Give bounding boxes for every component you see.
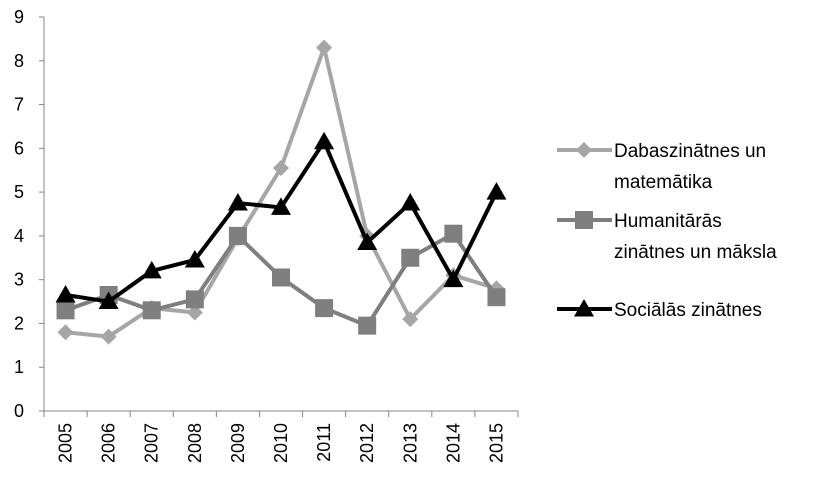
y-tick-label: 2 — [14, 313, 24, 333]
data-point-triangle — [184, 249, 205, 268]
legend-label: matemātika — [614, 172, 713, 193]
y-tick-label: 6 — [14, 138, 24, 158]
data-point-triangle — [55, 284, 76, 303]
data-point-triangle — [98, 291, 119, 310]
y-tick-label: 0 — [14, 401, 24, 421]
data-point-square — [142, 301, 161, 320]
data-point-triangle — [141, 260, 162, 279]
data-point-square — [401, 248, 420, 267]
data-point-triangle — [400, 193, 421, 211]
legend-entry: Sociālās zinātnes — [557, 299, 762, 321]
x-tick-label: 2011 — [314, 423, 334, 462]
data-point-triangle — [271, 197, 291, 215]
data-point-triangle — [314, 131, 335, 150]
x-tick-label: 2012 — [357, 423, 377, 463]
legend: Dabaszinātnes un matemātika Humanitārās zin… — [557, 141, 777, 321]
data-point-diamond — [186, 304, 203, 321]
y-axis: 0 1 2 3 4 5 6 7 8 9 — [14, 7, 45, 421]
data-point-diamond — [57, 324, 74, 341]
data-point-diamond — [402, 311, 419, 328]
y-tick-label: 1 — [14, 357, 24, 377]
x-tick-label: 2008 — [185, 423, 205, 463]
x-axis: 2005 2006 2007 2008 2009 2010 2011 2012 2013 2014… — [43, 410, 519, 463]
x-tick-label: 2013 — [400, 423, 420, 463]
data-point-diamond — [316, 39, 333, 56]
x-tick-label: 2014 — [443, 423, 463, 463]
legend-label: zinātnes un māksla — [614, 242, 777, 263]
data-point-triangle — [227, 193, 248, 211]
series-square — [56, 224, 506, 335]
legend-swatch-marker — [576, 142, 592, 158]
data-point-square — [358, 316, 377, 335]
y-tick-label: 7 — [14, 95, 24, 115]
legend-entry: Humanitārās zinātnes un māksla — [557, 211, 777, 263]
data-point-diamond — [273, 160, 289, 177]
data-point-triangle — [443, 269, 464, 288]
y-tick-label: 5 — [14, 182, 24, 202]
legend-entry: Dabaszinātnes un matemātika — [557, 141, 766, 193]
series-line — [65, 45, 498, 339]
x-tick-label: 2005 — [56, 423, 76, 463]
x-tick-label: 2007 — [142, 423, 162, 463]
x-tick-label: 2015 — [486, 423, 506, 463]
legend-label: Sociālās zinātnes — [614, 300, 762, 321]
data-point-square — [487, 288, 506, 307]
series-triangle — [55, 131, 507, 310]
series-layer — [55, 39, 507, 345]
data-point-square — [56, 301, 75, 320]
data-point-square — [315, 299, 334, 318]
data-point-triangle — [486, 182, 507, 200]
y-tick-label: 3 — [14, 270, 24, 290]
y-tick-label: 9 — [14, 7, 24, 27]
data-point-square — [272, 268, 290, 287]
y-tick-label: 8 — [14, 51, 24, 71]
x-tick-label: 2010 — [271, 423, 291, 463]
data-point-square — [185, 290, 204, 309]
legend-label: Dabaszinātnes un — [614, 141, 766, 162]
y-tick-label: 4 — [14, 226, 24, 246]
data-point-square — [228, 226, 247, 245]
data-point-square — [444, 224, 463, 243]
x-tick-label: 2009 — [228, 423, 248, 463]
legend-label: Humanitārās — [614, 211, 722, 232]
data-point-diamond — [100, 328, 117, 345]
data-point-triangle — [357, 232, 378, 250]
legend-swatch-marker — [575, 211, 593, 229]
x-tick-label: 2006 — [99, 423, 119, 463]
legend-swatch-marker — [574, 299, 594, 317]
